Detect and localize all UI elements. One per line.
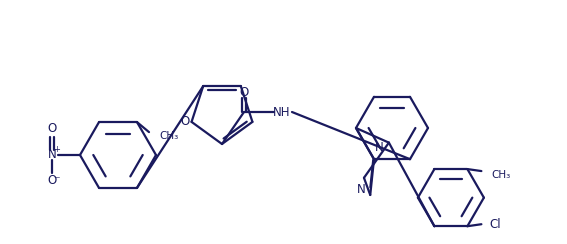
Text: N: N bbox=[357, 183, 365, 196]
Text: O: O bbox=[239, 85, 248, 99]
Text: O: O bbox=[48, 174, 57, 187]
Text: CH₃: CH₃ bbox=[492, 170, 511, 180]
Text: ⁻: ⁻ bbox=[53, 174, 60, 187]
Text: O: O bbox=[48, 122, 57, 134]
Text: +: + bbox=[53, 144, 61, 153]
Text: NH: NH bbox=[273, 105, 291, 119]
Text: O: O bbox=[180, 115, 189, 128]
Text: N: N bbox=[375, 141, 384, 154]
Text: N: N bbox=[48, 149, 56, 162]
Text: Cl: Cl bbox=[489, 218, 501, 231]
Text: CH₃: CH₃ bbox=[159, 131, 178, 141]
